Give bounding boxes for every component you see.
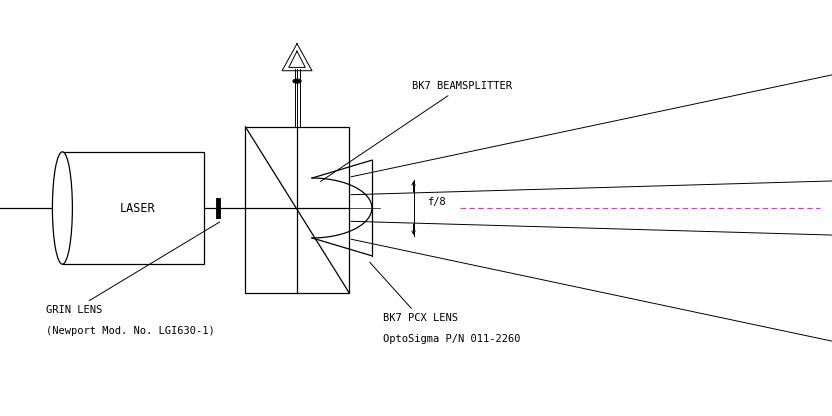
Text: GRIN LENS: GRIN LENS [46,222,220,315]
Ellipse shape [52,152,72,264]
Text: BK7 PCX LENS: BK7 PCX LENS [369,262,458,323]
Circle shape [293,79,301,83]
Text: (Newport Mod. No. LGI630-1): (Newport Mod. No. LGI630-1) [46,326,215,336]
Text: OptoSigma P/N 011-2260: OptoSigma P/N 011-2260 [383,334,520,344]
Text: LASER: LASER [120,201,155,215]
Bar [62,152,204,264]
Text: BK7 BEAMSPLITTER: BK7 BEAMSPLITTER [320,82,512,181]
Text: f/8: f/8 [427,197,446,207]
Bar [245,127,349,293]
